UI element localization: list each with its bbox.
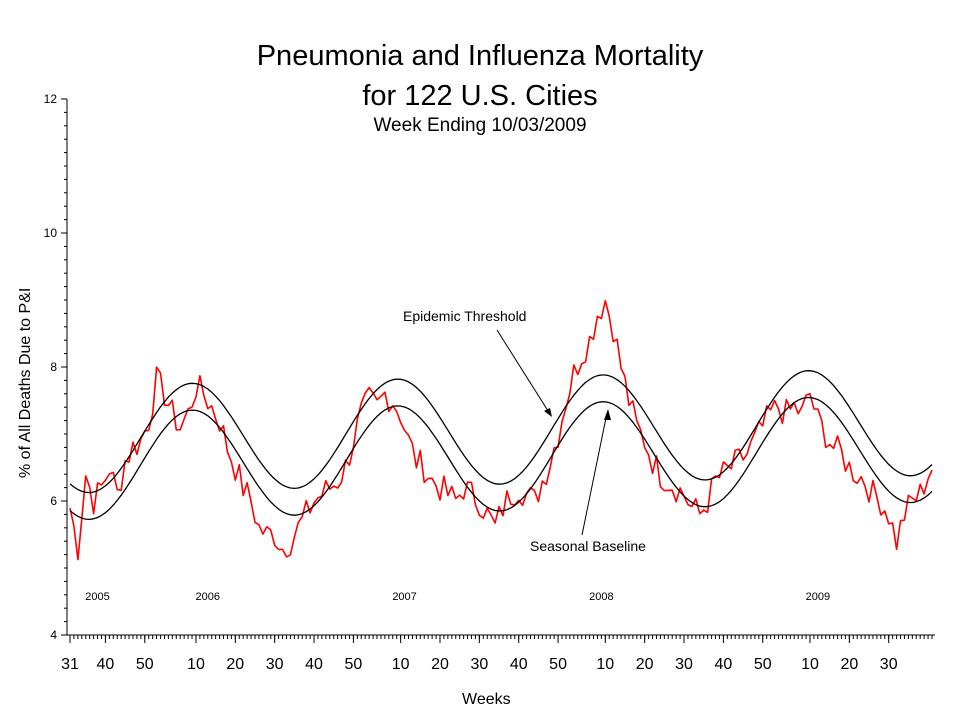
series-lines bbox=[69, 299, 933, 561]
x-tick-label: 10 bbox=[392, 656, 410, 673]
year-label-2008: 2008 bbox=[589, 591, 613, 603]
baseline-arrow-head bbox=[604, 409, 611, 420]
x-tick-label: 30 bbox=[266, 656, 284, 673]
year-label-2005: 2005 bbox=[85, 591, 109, 603]
x-tick-label: 10 bbox=[596, 656, 614, 673]
x-tick-label: 40 bbox=[510, 656, 528, 673]
x-tick-label: 31 bbox=[61, 656, 79, 673]
annotations: Epidemic Threshold Seasonal Baseline bbox=[403, 308, 646, 554]
year-label-2009: 2009 bbox=[806, 591, 830, 603]
x-tick-label: 20 bbox=[431, 656, 449, 673]
x-tick-label: 20 bbox=[226, 656, 244, 673]
x-tick-label: 30 bbox=[675, 656, 693, 673]
threshold-arrow-head bbox=[544, 408, 552, 417]
x-axis-ticks: 31 40 50 10 20 30 40 50 10 20 30 40 50 10 20 30 40 50 10 20… bbox=[61, 635, 933, 673]
y-axis-ticks: 4 6 8 10 12 bbox=[44, 92, 67, 642]
axes bbox=[66, 99, 935, 636]
y-axis-title: % of All Deaths Due to P&I bbox=[17, 288, 34, 478]
x-tick-label: 50 bbox=[344, 656, 362, 673]
chart-title: Pneumonia and Influenza Mortality bbox=[256, 40, 704, 72]
x-tick-label: 50 bbox=[136, 656, 154, 673]
chart-title-line-2: for 122 U.S. Cities bbox=[362, 80, 598, 112]
series-observed-line bbox=[69, 299, 933, 561]
x-tick-label: 50 bbox=[549, 656, 567, 673]
y-tick-label: 8 bbox=[50, 360, 57, 374]
x-tick-label: 30 bbox=[470, 656, 488, 673]
annotation-seasonal-baseline: Seasonal Baseline bbox=[530, 538, 646, 554]
x-tick-label: 10 bbox=[187, 656, 205, 673]
series-baseline-line bbox=[69, 396, 933, 521]
threshold-arrow-line bbox=[496, 329, 551, 415]
year-labels: 2005 2006 2007 2008 2009 bbox=[85, 591, 830, 603]
x-tick-label: 40 bbox=[305, 656, 323, 673]
year-label-2007: 2007 bbox=[392, 591, 416, 603]
year-label-2006: 2006 bbox=[196, 591, 220, 603]
x-tick-label: 50 bbox=[754, 656, 772, 673]
y-tick-label: 12 bbox=[44, 92, 58, 106]
x-tick-label: 30 bbox=[880, 656, 898, 673]
y-tick-label: 10 bbox=[44, 226, 58, 240]
x-axis-title: Weeks bbox=[462, 691, 511, 708]
x-tick-label: 20 bbox=[840, 656, 858, 673]
x-tick-label: 10 bbox=[801, 656, 819, 673]
y-tick-label: 4 bbox=[50, 628, 57, 642]
x-tick-label: 20 bbox=[636, 656, 654, 673]
x-tick-label: 40 bbox=[97, 656, 115, 673]
chart-title-block: Pneumonia and Influenza Mortality for 12… bbox=[0, 36, 960, 138]
x-tick-label: 40 bbox=[714, 656, 732, 673]
series-threshold-line bbox=[69, 370, 933, 494]
baseline-arrow-line bbox=[581, 412, 608, 536]
annotation-epidemic-threshold: Epidemic Threshold bbox=[403, 308, 526, 324]
chart-subtitle: Week Ending 10/03/2009 bbox=[373, 115, 587, 136]
y-tick-label: 6 bbox=[50, 494, 57, 508]
